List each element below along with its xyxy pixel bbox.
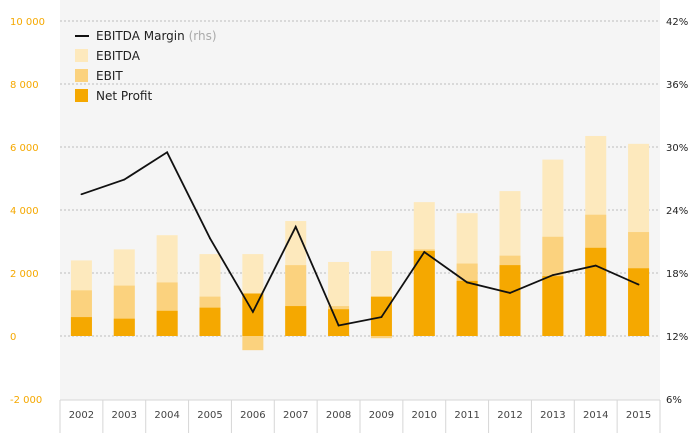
legend: EBITDA Margin (rhs) EBITDA EBIT Net Prof… [75,29,217,103]
bar-net-profit [628,268,650,336]
x-tick-label: 2002 [69,410,94,421]
x-tick-label: 2012 [497,410,522,421]
point-ebitda-margin [123,178,126,181]
bar-net-profit [328,309,350,336]
point-ebitda-margin [380,316,383,318]
left-tick-label: 8 000 [10,80,39,91]
right-tick-label: 18% [666,269,688,280]
right-tick-label: 12% [666,332,688,343]
legend-swatch-ebit [75,69,88,82]
bar-net-profit [413,250,435,336]
left-tick-label: -2 000 [10,395,42,406]
point-ebitda-margin [209,237,211,240]
bars [70,135,650,351]
bar-net-profit [70,317,92,336]
bar-net-profit [585,247,607,336]
bar-net-profit [285,306,307,336]
right-tick-label: 24% [666,206,688,217]
x-tick-label: 2003 [112,410,137,421]
x-tick-label: 2011 [454,410,479,421]
bar-net-profit [113,318,135,336]
point-ebitda-margin [551,274,554,276]
x-tick-label: 2005 [197,410,222,421]
x-tick-label: 2006 [240,410,265,421]
bar-ebit [242,336,264,351]
point-ebitda-margin [466,281,469,284]
bar-net-profit [156,310,178,336]
right-tick-label: 36% [666,80,688,91]
legend-label-net-profit: Net Profit [96,89,152,103]
point-ebitda-margin [80,193,83,196]
x-tick-label: 2007 [283,410,308,421]
bar-net-profit [199,307,221,336]
x-tick-label: 2015 [626,410,651,421]
x-tick-label: 2008 [326,410,351,421]
bar-ebit [370,336,392,339]
legend-label-ebitda: EBITDA [96,49,141,63]
x-tick-label: 2013 [540,410,565,421]
bar-net-profit [499,265,521,336]
left-tick-label: 0 [10,332,16,343]
left-tick-label: 6 000 [10,143,39,154]
margin-line [80,151,640,327]
bar-net-profit [456,280,478,336]
point-ebitda-margin [166,151,169,154]
legend-swatch-ebitda [75,49,88,62]
point-ebitda-margin [509,292,511,294]
point-ebitda-margin [423,251,426,253]
x-tick-label: 2010 [412,410,437,421]
left-tick-label: 2 000 [10,269,39,280]
legend-label-ebitda-margin: EBITDA Margin (rhs) [96,29,217,43]
left-axis-ticks: -2 000 0 2 000 4 000 6 000 8 000 10 000 [10,17,45,406]
x-tick-label: 2009 [369,410,394,421]
left-tick-label: 4 000 [10,206,39,217]
right-axis-ticks: 6% 12% 18% 24% 30% 36% 42% [666,17,688,406]
x-axis-band [59,399,661,433]
bar-net-profit [542,276,564,336]
right-tick-label: 42% [666,17,688,28]
plot-background [60,0,660,400]
right-tick-label: 6% [666,395,682,406]
x-tick-label: 2014 [583,410,608,421]
legend-label-ebit: EBIT [96,69,123,83]
right-tick-label: 30% [666,143,688,154]
point-ebitda-margin [594,264,597,267]
legend-swatch-net-profit [75,89,88,102]
point-ebitda-margin [251,310,254,313]
point-ebitda-margin [637,283,640,286]
x-axis-ticks: 2002 2003 2004 2005 2006 2007 2008 2009 2010 2011… [69,410,652,421]
point-ebitda-margin [294,225,297,228]
line-ebitda-margin [81,151,639,327]
point-ebitda-margin [337,324,340,327]
left-tick-label: 10 000 [10,17,45,28]
x-tick-label: 2004 [154,410,179,421]
